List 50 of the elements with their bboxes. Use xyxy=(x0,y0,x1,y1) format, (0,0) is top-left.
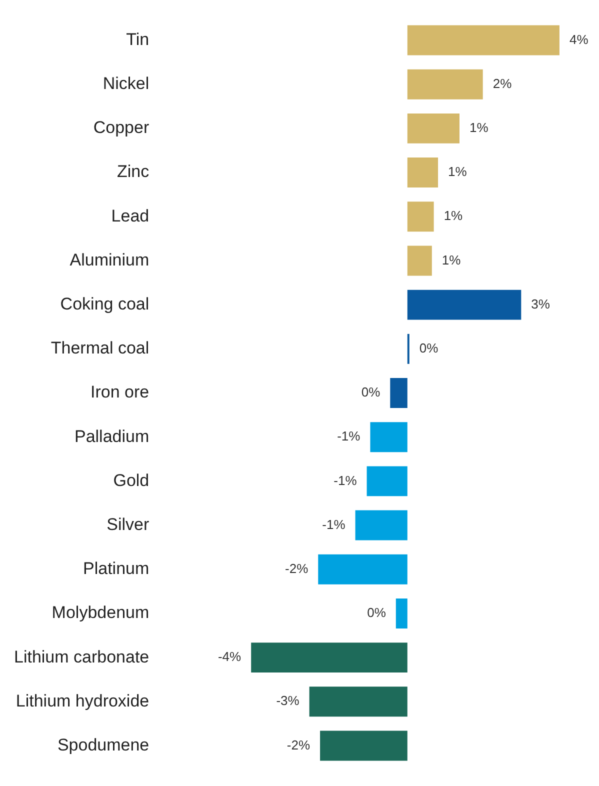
y-tick-label: Iron ore xyxy=(90,382,150,402)
bar xyxy=(320,730,408,761)
data-label: 0% xyxy=(419,340,439,356)
y-tick-label: Tin xyxy=(126,30,150,49)
data-label: 3% xyxy=(531,296,550,312)
y-tick-label: Coking coal xyxy=(60,294,150,314)
data-label: 1% xyxy=(442,252,462,268)
data-label: -2% xyxy=(285,560,309,576)
y-tick-label: Copper xyxy=(93,118,150,138)
y-tick-label: Lead xyxy=(111,206,150,226)
bar xyxy=(396,598,408,628)
bar xyxy=(309,686,408,717)
bar xyxy=(407,158,438,188)
y-tick-label: Zinc xyxy=(117,162,150,182)
data-label: -1% xyxy=(322,516,346,532)
bar xyxy=(407,290,522,320)
data-label: -1% xyxy=(337,428,361,444)
bar xyxy=(407,25,560,56)
bar xyxy=(366,466,408,496)
data-label: -4% xyxy=(218,649,242,664)
data-label: 0% xyxy=(367,605,386,620)
data-label: 1% xyxy=(444,208,464,224)
bar xyxy=(390,378,408,408)
y-tick-label: Aluminium xyxy=(70,250,150,270)
y-tick-label: Palladium xyxy=(74,426,150,446)
y-tick-label: Platinum xyxy=(82,559,150,578)
bar xyxy=(370,422,408,452)
y-tick-label: Molybdenum xyxy=(52,603,150,622)
y-tick-label: Silver xyxy=(106,514,150,534)
y-tick-label: Thermal coal xyxy=(50,338,150,358)
y-tick-label: Nickel xyxy=(102,74,150,94)
y-tick-label: Spodumene xyxy=(57,735,150,754)
data-label: -3% xyxy=(276,693,300,708)
data-label: -2% xyxy=(286,737,310,752)
y-tick-label: Lithium carbonate xyxy=(14,647,150,666)
bar xyxy=(407,113,460,144)
bar xyxy=(407,246,432,276)
data-label: 4% xyxy=(569,32,589,47)
bar xyxy=(251,642,408,673)
bar xyxy=(318,554,408,584)
bar xyxy=(407,202,434,232)
bar xyxy=(407,69,483,100)
y-tick-label: Lithium hydroxide xyxy=(16,691,150,710)
data-label: 1% xyxy=(469,120,489,136)
y-tick-label: Gold xyxy=(113,470,150,490)
data-label: -1% xyxy=(334,472,358,488)
data-label: 1% xyxy=(448,164,468,180)
data-label: 2% xyxy=(492,76,512,91)
bar xyxy=(355,510,408,540)
data-label: 0% xyxy=(361,384,381,400)
